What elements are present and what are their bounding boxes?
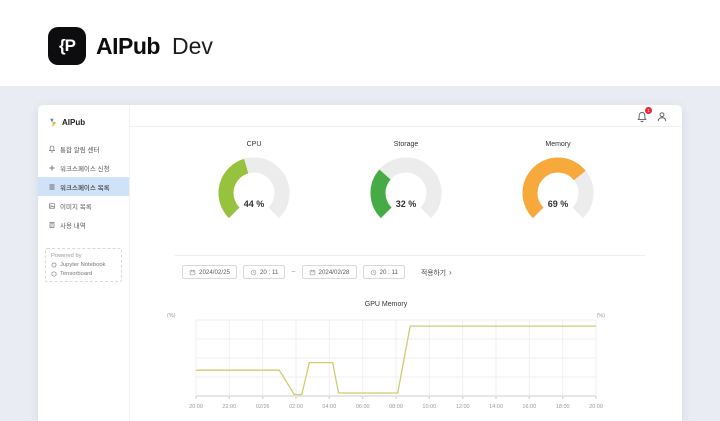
gauge-value: 32 % — [396, 199, 417, 209]
gauge-value: 44 % — [244, 199, 265, 209]
plus-icon — [49, 164, 55, 171]
brand-logo: {P AIPub Dev — [48, 27, 213, 65]
sidebar-logo[interactable]: AIPub — [38, 105, 129, 131]
section-divider — [175, 255, 645, 256]
sidebar-item-notification-center[interactable]: 통합 알림 센터 — [38, 139, 129, 158]
gauge-fill — [522, 157, 586, 219]
receipt-icon — [49, 221, 55, 228]
sidebar-item-image-list[interactable]: 이미지 목록 — [38, 196, 129, 215]
end-time-picker[interactable]: 20 : 11 — [362, 265, 405, 279]
apply-button[interactable]: 적용하기 › — [420, 267, 452, 278]
svg-text:20:00: 20:00 — [189, 404, 203, 410]
list-icon — [49, 184, 55, 189]
sidebar-item-label: 사용 내역 — [60, 222, 86, 230]
person-icon — [657, 111, 667, 121]
svg-text:02/26: 02/26 — [256, 404, 270, 410]
user-profile-button[interactable] — [656, 110, 668, 122]
svg-text:16:00: 16:00 — [522, 404, 536, 410]
sidebar-item-label: 워크스페이스 신청 — [60, 165, 110, 173]
sidebar-menu: 통합 알림 센터 워크스페이스 신청 워크스페이스 목록 — [38, 139, 129, 234]
cpu-gauge-arc: 44 % — [218, 157, 290, 219]
start-date-picker[interactable]: 2024/02/25 — [182, 265, 237, 279]
powered-link-label: Jupyter Notebook — [60, 262, 106, 268]
chevron-right-icon: › — [448, 267, 452, 277]
resource-gauges: CPU 44 % Storage 32 % Memory — [130, 141, 682, 225]
svg-text:(%): (%) — [596, 313, 605, 319]
svg-text:22:00: 22:00 — [222, 404, 236, 410]
app-header: 1 — [130, 105, 682, 127]
gauge-fill — [370, 169, 392, 219]
svg-text:04:00: 04:00 — [322, 404, 336, 410]
notification-bell-button[interactable]: 1 — [636, 106, 652, 122]
notification-badge: 1 — [645, 106, 652, 114]
svg-text:06:00: 06:00 — [356, 404, 370, 410]
apply-button-label: 적용하기 — [420, 270, 446, 277]
sidebar-item-workspace-list[interactable]: 워크스페이스 목록 — [38, 177, 129, 196]
brand-suffix: Dev — [171, 32, 213, 59]
svg-text:12:00: 12:00 — [456, 404, 470, 410]
svg-text:(%): (%) — [167, 313, 176, 319]
gauge-memory: Memory 69 % — [508, 141, 608, 225]
brand-name: AIPub — [96, 32, 160, 59]
link-jupyter-notebook[interactable]: Jupyter Notebook — [51, 262, 116, 268]
jupyter-icon — [51, 262, 57, 268]
gauge-title: CPU — [246, 141, 262, 148]
bell-icon — [637, 111, 647, 122]
start-time-picker[interactable]: 20 : 11 — [242, 265, 286, 279]
sidebar-logo-text: AIPub — [62, 118, 86, 127]
powered-link-label: Tensorboard — [60, 271, 93, 277]
powered-by-box: Powered by Jupyter Notebook Tensorboard — [45, 248, 122, 282]
calendar-icon — [189, 269, 196, 275]
clock-icon — [250, 269, 257, 275]
range-separator: ~ — [291, 268, 296, 276]
sidebar-item-label: 통합 알림 센터 — [60, 146, 100, 154]
chart-title: GPU Memory — [364, 301, 408, 308]
link-tensorboard[interactable]: Tensorboard — [51, 271, 116, 277]
svg-text:20:00: 20:00 — [589, 404, 603, 410]
tensorboard-icon — [51, 271, 57, 277]
storage-gauge-arc: 32 % — [370, 157, 442, 219]
svg-text:10:00: 10:00 — [422, 404, 436, 410]
memory-gauge-arc: 69 % — [522, 157, 594, 219]
start-date-value: 2024/02/25 — [199, 268, 230, 276]
sidebar-item-label: 워크스페이스 목록 — [60, 184, 110, 192]
top-brand-band: {P AIPub Dev — [0, 0, 720, 86]
bell-icon — [48, 145, 56, 152]
app-window: AIPub 통합 알림 센터 워크스페이스 신청 워크스페이스 — [38, 105, 682, 421]
gpu-memory-line-chart: 20:00 22:00 02/26 02:00 04:00 06:00 08:00 10:00… — [167, 313, 605, 410]
end-date-value: 2024/02/28 — [318, 268, 350, 276]
gauge-value: 69 % — [548, 199, 569, 209]
main-panel: 1 CPU 44 % Storage — [130, 105, 682, 421]
brand-logo-icon: {P — [48, 27, 86, 65]
gauge-title: Storage — [393, 141, 419, 148]
gauge-fill — [218, 158, 249, 219]
sidebar-item-usage-history[interactable]: 사용 내역 — [38, 215, 129, 234]
svg-text:08:00: 08:00 — [389, 404, 403, 410]
aipub-mark-icon — [50, 118, 57, 127]
svg-text:14:00: 14:00 — [489, 404, 503, 410]
gauge-title: Memory — [545, 141, 571, 148]
sidebar-item-label: 이미지 목록 — [60, 203, 92, 211]
clock-icon — [370, 269, 376, 275]
svg-text:02:00: 02:00 — [289, 404, 303, 410]
sidebar-item-workspace-request[interactable]: 워크스페이스 신청 — [38, 158, 129, 177]
gauge-storage: Storage 32 % — [356, 141, 456, 225]
powered-by-title: Powered by — [51, 253, 82, 259]
gpu-memory-chart-block: GPU Memory 20:00 22:00 02/26 02:00 04:00 06:0… — [166, 301, 606, 412]
image-icon — [48, 202, 56, 209]
sidebar: AIPub 통합 알림 센터 워크스페이스 신청 워크스페이스 — [38, 105, 130, 421]
svg-text:18:00: 18:00 — [556, 404, 570, 410]
gauge-cpu: CPU 44 % — [204, 141, 304, 225]
date-filter-row: 2024/02/25 20 : 11 ~ 2024/02/28 — [182, 265, 452, 279]
start-time-value: 20 : 11 — [259, 268, 279, 276]
end-time-value: 20 : 11 — [379, 268, 398, 276]
end-date-picker[interactable]: 2024/02/28 — [301, 265, 357, 279]
calendar-icon — [309, 269, 315, 275]
